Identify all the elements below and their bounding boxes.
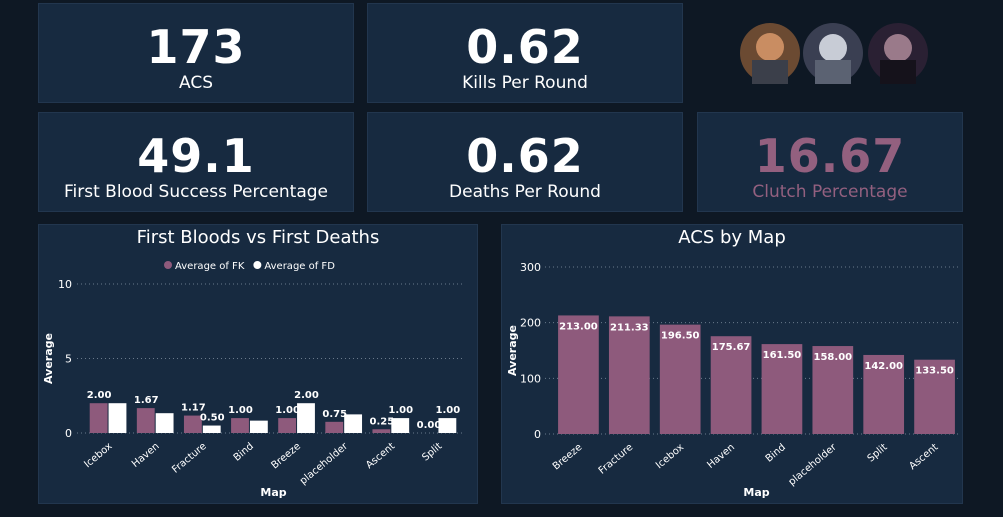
bar: [249, 420, 268, 433]
x-tick-label: placeholder: [298, 440, 351, 487]
value-label: 1.00: [275, 405, 300, 416]
bar: [372, 429, 391, 433]
bar: [231, 418, 249, 433]
kpi-card: 0.62 Kills Per Round: [367, 3, 683, 103]
value-label: 0.75: [322, 409, 347, 420]
legend-label: Average of FD: [264, 261, 335, 272]
y-tick-label: 0: [534, 428, 541, 441]
bar: [297, 403, 315, 433]
legend-label: Average of FK: [175, 261, 245, 272]
value-label: 158.00: [814, 352, 853, 363]
kpi-card: 16.67 Clutch Percentage: [697, 112, 963, 212]
bar: [325, 421, 344, 433]
bar: [344, 414, 363, 433]
x-tick-label: Ascent: [907, 442, 940, 472]
kpi-label: First Blood Success Percentage: [63, 182, 329, 202]
x-tick-label: Fracture: [597, 442, 636, 477]
value-label: 2.00: [87, 390, 112, 401]
chart-title: ACS by Map: [678, 227, 786, 248]
x-tick-label: Bind: [764, 442, 788, 465]
x-tick-label: Bind: [232, 441, 256, 464]
bar: [659, 324, 701, 434]
x-tick-label: Breeze: [270, 441, 303, 472]
value-label: 0.25: [370, 416, 395, 427]
bar: [761, 344, 803, 434]
bar: [558, 315, 599, 434]
value-label: 196.50: [661, 331, 700, 342]
kpi-card: 49.1 First Blood Success Percentage: [38, 112, 354, 212]
x-axis-title: Map: [260, 486, 286, 499]
chart-title: First Bloods vs First Deaths: [137, 227, 380, 248]
kpi-value: 16.67: [754, 129, 906, 183]
value-label: 1.17: [181, 403, 206, 414]
bar: [108, 403, 127, 433]
x-tick-label: Icebox: [82, 441, 114, 470]
x-tick-label: Icebox: [654, 442, 686, 471]
value-label: 211.33: [610, 322, 649, 333]
bar: [863, 354, 905, 434]
bar: [155, 413, 174, 433]
value-label: 0.00: [417, 420, 442, 431]
x-tick-label: Haven: [705, 442, 737, 471]
x-tick-label: Haven: [130, 441, 162, 470]
y-tick-label: 200: [520, 317, 541, 330]
value-label: 0.50: [200, 413, 225, 424]
bar: [278, 418, 297, 433]
kpi-label: Clutch Percentage: [752, 182, 908, 202]
kpi-label: Deaths Per Round: [449, 182, 601, 202]
value-label: 213.00: [559, 321, 598, 332]
y-tick-label: 5: [65, 353, 72, 366]
value-label: 1.00: [388, 405, 413, 416]
kpi-label: Kills Per Round: [462, 73, 588, 93]
kpi-card: 173 ACS: [38, 3, 354, 103]
legend-swatch: [164, 261, 172, 269]
bar: [438, 418, 457, 433]
kpi-label: ACS: [179, 73, 213, 93]
x-tick-label: Split: [420, 441, 444, 464]
x-tick-label: Breeze: [551, 442, 584, 473]
value-label: 161.50: [763, 350, 802, 361]
kpi-value: 0.62: [466, 129, 584, 183]
bar: [136, 408, 155, 433]
bar: [183, 415, 202, 433]
kpi-value: 0.62: [466, 20, 584, 74]
kpi-value: 173: [146, 20, 246, 74]
value-label: 1.00: [436, 405, 461, 416]
bar: [710, 336, 752, 434]
value-label: 2.00: [294, 390, 319, 401]
y-tick-label: 0: [65, 427, 72, 440]
chart-panel: [38, 224, 478, 504]
legend-swatch: [253, 261, 262, 269]
bar: [202, 425, 221, 433]
bar: [391, 418, 410, 433]
x-tick-label: Ascent: [364, 441, 397, 471]
y-axis-title: Average: [506, 325, 519, 376]
x-tick-label: Split: [866, 442, 890, 465]
x-axis-title: Map: [743, 486, 769, 499]
x-tick-label: placeholder: [787, 441, 840, 488]
value-label: 133.50: [915, 366, 954, 377]
y-tick-label: 100: [520, 372, 541, 385]
value-label: 142.00: [864, 361, 903, 372]
value-label: 175.67: [712, 342, 751, 353]
y-tick-label: 300: [520, 261, 541, 274]
bar: [914, 359, 955, 434]
x-tick-label: Fracture: [170, 441, 209, 476]
value-label: 1.67: [134, 395, 159, 406]
bar: [608, 316, 650, 434]
value-label: 1.00: [228, 405, 253, 416]
kpi-card: 0.62 Deaths Per Round: [367, 112, 683, 212]
kpi-value: 49.1: [137, 129, 255, 183]
bar: [89, 403, 108, 433]
y-tick-label: 10: [58, 278, 72, 291]
agent-portraits: [740, 23, 928, 84]
y-axis-title: Average: [42, 333, 55, 384]
bar: [812, 346, 854, 434]
